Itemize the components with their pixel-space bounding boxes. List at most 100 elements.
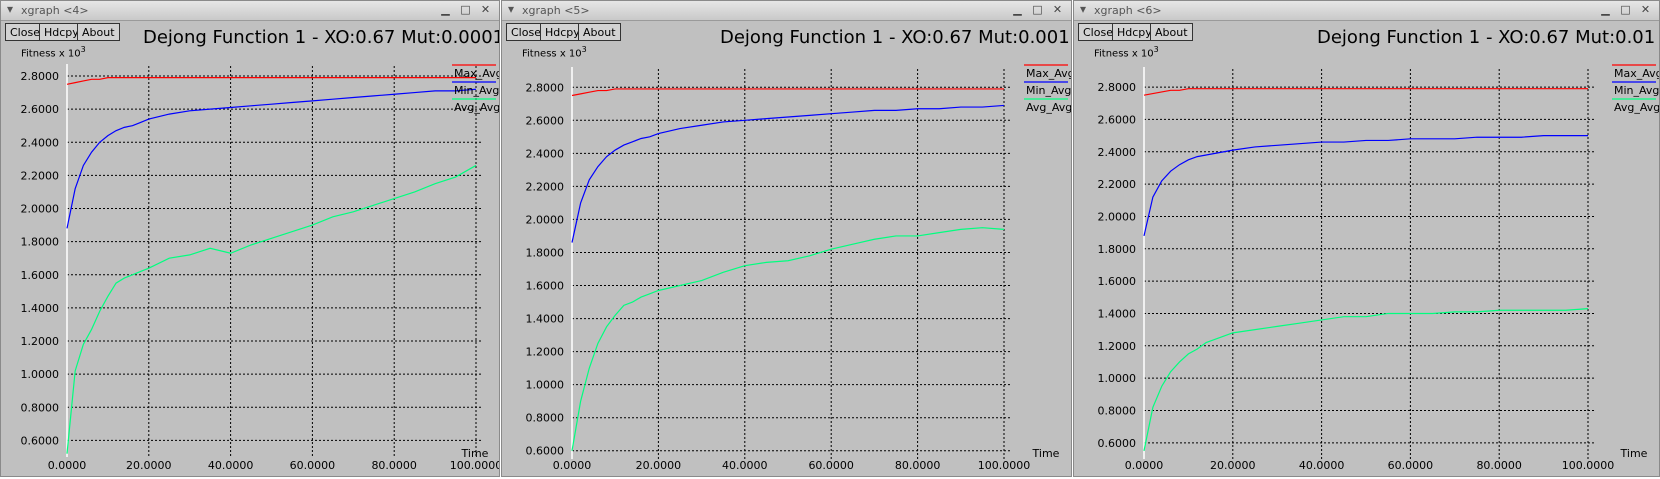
window-menu-icon[interactable]: ▾	[6, 2, 14, 16]
y-tick-label: 1.2000	[1098, 340, 1137, 353]
series-line-avg-avg	[1143, 308, 1589, 452]
chart-title: Dejong Function 1 - XO:0.67 Mut:0.001	[720, 27, 1070, 48]
x-tick-label: 20.0000	[1210, 459, 1256, 472]
x-axis-label: Time	[1620, 447, 1648, 460]
close-icon[interactable]: ✕	[480, 3, 491, 16]
y-axis-label-exponent: 3	[1153, 45, 1159, 54]
minimize-icon[interactable]: ▁	[441, 3, 450, 16]
y-tick-label: 1.4000	[1098, 307, 1137, 320]
legend-label: Avg_Avg	[1026, 101, 1072, 114]
y-tick-label: 2.4000	[1098, 146, 1137, 159]
hardcopy-button[interactable]: Hdcpy	[1112, 23, 1157, 41]
y-axis-label: Fitness x 103	[522, 45, 587, 59]
y-axis-label: Fitness x 103	[21, 45, 86, 59]
y-tick-label: 1.2000	[526, 346, 565, 359]
series-line-max-avg	[66, 77, 476, 85]
y-tick-label: 2.0000	[21, 203, 60, 216]
xgraph-window: ▾ xgraph <5> ▁ □ ✕ Close Hdcpy About Dejong Func…	[501, 0, 1072, 477]
y-axis-label-exponent: 3	[581, 45, 587, 54]
series-line-min-avg	[571, 104, 1005, 243]
plot-area: 0.6000 0.8000 1.0000 1.2000 1.4000 1.6000 1.80…	[1098, 64, 1660, 472]
about-button[interactable]: About	[1150, 23, 1193, 41]
title-bar: ▾ xgraph <6> ▁ □ ✕	[1074, 1, 1659, 21]
maximize-icon[interactable]: □	[1620, 3, 1631, 16]
y-tick-label: 1.0000	[1098, 372, 1137, 385]
y-tick-label: 2.2000	[1098, 178, 1137, 191]
x-axis-label: Time	[461, 447, 489, 460]
y-tick-label: 2.6000	[21, 103, 60, 116]
y-tick-label: 1.6000	[526, 280, 565, 293]
x-tick-label: 100.0000	[1562, 459, 1615, 472]
y-tick-label: 0.8000	[21, 401, 60, 414]
series-line-avg-avg	[66, 164, 477, 454]
y-axis-label: Fitness x 103	[1094, 45, 1159, 59]
x-tick-label: 60.0000	[808, 459, 854, 472]
y-tick-label: 0.6000	[526, 445, 565, 458]
series-line-avg-avg	[571, 227, 1005, 451]
close-button[interactable]: Close	[1078, 23, 1118, 41]
legend-label: Min_Avg	[1026, 84, 1071, 97]
x-tick-label: 40.0000	[722, 459, 768, 472]
title-bar: ▾ xgraph <4> ▁ □ ✕	[1, 1, 499, 21]
window-title: xgraph <5>	[522, 4, 590, 17]
y-tick-label: 1.0000	[21, 368, 60, 381]
y-tick-label: 1.0000	[526, 379, 565, 392]
xgraph-window: ▾ xgraph <6> ▁ □ ✕ Close Hdcpy About Dejong Func…	[1073, 0, 1660, 477]
y-tick-label: 0.6000	[21, 434, 60, 447]
chart-title: Dejong Function 1 - XO:0.67 Mut:0.01	[1317, 27, 1656, 48]
y-tick-label: 0.8000	[1098, 404, 1137, 417]
y-tick-label: 2.0000	[1098, 210, 1137, 223]
maximize-icon[interactable]: □	[1032, 3, 1043, 16]
window-menu-icon[interactable]: ▾	[507, 2, 515, 16]
y-tick-label: 2.6000	[526, 114, 565, 127]
plot-area: 0.6000 0.8000 1.0000 1.2000 1.4000 1.6000 1.80…	[21, 64, 500, 472]
y-tick-label: 1.6000	[1098, 275, 1137, 288]
chart-title: Dejong Function 1 - XO:0.67 Mut:0.0001	[143, 27, 500, 48]
y-axis-label-text: Fitness x 10	[1094, 48, 1154, 60]
about-button[interactable]: About	[578, 23, 621, 41]
minimize-icon[interactable]: ▁	[1013, 3, 1022, 16]
legend-label: Avg_Avg	[454, 101, 500, 114]
legend-label: Min_Avg	[454, 84, 499, 97]
x-tick-label: 20.0000	[636, 459, 682, 472]
y-tick-label: 0.8000	[526, 412, 565, 425]
legend-label: Max_Avg	[1614, 67, 1660, 80]
about-button[interactable]: About	[77, 23, 120, 41]
x-tick-label: 80.0000	[1476, 459, 1522, 472]
close-icon[interactable]: ✕	[1640, 3, 1651, 16]
x-tick-label: 80.0000	[895, 459, 941, 472]
y-tick-label: 1.2000	[21, 335, 60, 348]
y-tick-label: 1.8000	[21, 236, 60, 249]
y-axis-label-text: Fitness x 10	[21, 48, 81, 60]
x-tick-label: 20.0000	[126, 459, 172, 472]
y-tick-label: 2.8000	[526, 81, 565, 94]
x-tick-label: 40.0000	[208, 459, 254, 472]
x-tick-label: 80.0000	[371, 459, 417, 472]
x-tick-label: 0.0000	[1125, 459, 1164, 472]
y-tick-label: 1.8000	[526, 246, 565, 259]
x-tick-label: 100.0000	[978, 459, 1031, 472]
y-tick-label: 2.6000	[1098, 113, 1137, 126]
y-axis-label-text: Fitness x 10	[522, 48, 582, 60]
y-axis-label-exponent: 3	[80, 45, 86, 54]
y-tick-label: 2.8000	[21, 70, 60, 83]
y-tick-label: 2.2000	[526, 180, 565, 193]
close-button[interactable]: Close	[5, 23, 45, 41]
y-tick-label: 0.6000	[1098, 437, 1137, 450]
minimize-icon[interactable]: ▁	[1601, 3, 1610, 16]
y-tick-label: 2.2000	[21, 169, 60, 182]
x-tick-label: 40.0000	[1299, 459, 1345, 472]
series-line-min-avg	[1143, 134, 1588, 236]
y-tick-label: 2.4000	[526, 147, 565, 160]
y-tick-label: 2.4000	[21, 136, 60, 149]
legend-label: Max_Avg	[1026, 67, 1072, 80]
hardcopy-button[interactable]: Hdcpy	[39, 23, 84, 41]
x-axis-label: Time	[1032, 447, 1060, 460]
xgraph-window: ▾ xgraph <4> ▁ □ ✕ Close Hdcpy About Dejong Func…	[0, 0, 500, 477]
x-tick-label: 60.0000	[290, 459, 336, 472]
maximize-icon[interactable]: □	[460, 3, 471, 16]
window-menu-icon[interactable]: ▾	[1079, 2, 1087, 16]
y-tick-label: 1.6000	[21, 269, 60, 282]
close-icon[interactable]: ✕	[1052, 3, 1063, 16]
x-tick-label: 100.0000	[450, 459, 500, 472]
